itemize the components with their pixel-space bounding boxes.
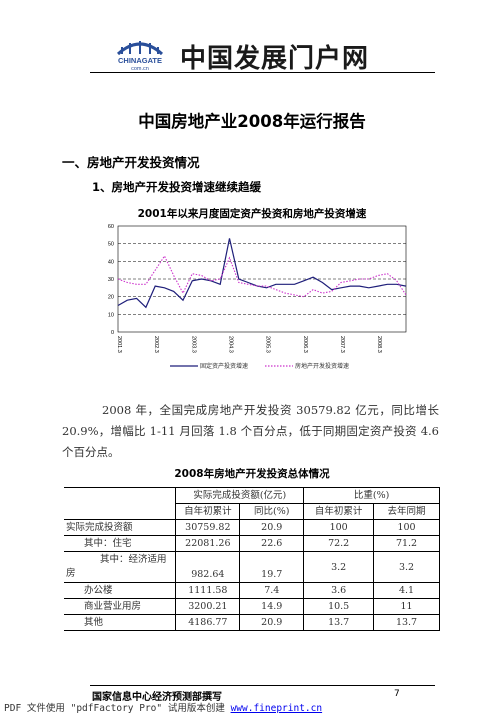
table-sub-header: 同比(%)	[239, 503, 305, 520]
table-cell: 1111.58	[175, 582, 241, 599]
table-row: 其中：经济适用 房 982.64 19.7 3.2 3.2	[64, 551, 440, 583]
section-heading: 一、房地产开发投资情况	[62, 155, 200, 170]
document-title: 中国房地产业2008年运行报告	[138, 112, 366, 131]
table-cell: 3.6	[303, 582, 375, 599]
series-line	[117, 238, 407, 309]
header-rule	[90, 72, 435, 73]
table-cell: 13.7	[303, 614, 375, 631]
y-tick-label: 60	[108, 224, 114, 230]
table-cell: 100	[303, 519, 375, 536]
watermark-link[interactable]: www.fineprint.cn	[230, 703, 323, 714]
logo-sub: com.cn	[131, 66, 149, 72]
table-cell: 20.9	[239, 519, 305, 536]
page-number: 7	[394, 689, 400, 699]
investment-table: 实际完成投资额(亿元) 比重(%) 自年初累计 同比(%) 自年初累计 去年同期…	[64, 487, 440, 631]
y-tick-label: 20	[108, 295, 114, 301]
table-group-header: 比重(%)	[303, 487, 440, 504]
x-tick-label: 2008.3	[376, 336, 382, 353]
y-tick-label: 50	[108, 242, 114, 248]
table-row: 其中：住宅 22081.26 22.6 72.2 71.2	[64, 535, 440, 552]
row-label: 商业营业用房	[64, 598, 177, 615]
body-paragraph: 2008 年，全国完成房地产开发投资 30579.82 亿元，同比增长 20.9…	[62, 400, 439, 463]
watermark-text: PDF 文件使用 "pdfFactory Pro" 试用版本创建	[4, 703, 225, 714]
table-cell: 13.7	[373, 614, 440, 631]
row-label: 其中：经济适用 房	[64, 551, 177, 583]
table-cell: 100	[373, 519, 440, 536]
row-label-line: 房	[66, 568, 76, 579]
y-tick-label: 0	[111, 330, 114, 336]
table-cell: 10.5	[303, 598, 375, 615]
footer-source: 国家信息中心经济预测部撰写	[92, 692, 222, 703]
row-label: 其中：住宅	[64, 535, 177, 552]
table-row: 其他 4186.77 20.9 13.7 13.7	[64, 614, 440, 631]
table-cell: 4186.77	[175, 614, 241, 631]
table-row: 商业营业用房 3200.21 14.9 10.5 11	[64, 598, 440, 615]
x-tick-label: 2001.3	[116, 336, 122, 353]
table-row: 办公楼 1111.58 7.4 3.6 4.1	[64, 582, 440, 599]
section-subheading: 1、房地产开发投资增速继续趋缓	[92, 180, 261, 194]
table-sub-header: 去年同期	[373, 503, 440, 520]
table-cell: 22.6	[239, 535, 305, 552]
table-sub-header: 自年初累计	[175, 503, 241, 520]
footer-rule	[90, 685, 435, 686]
table-group-header: 实际完成投资额(亿元)	[175, 487, 305, 504]
table-cell: 982.64	[175, 551, 241, 583]
table-cell: 30759.82	[175, 519, 241, 536]
row-label: 实际完成投资额	[64, 519, 177, 536]
x-tick-label: 2004.3	[227, 336, 233, 353]
pdf-watermark: PDF 文件使用 "pdfFactory Pro" 试用版本创建 www.fin…	[4, 700, 322, 714]
y-tick-label: 40	[108, 259, 114, 265]
x-tick-label: 2003.3	[190, 336, 196, 353]
row-label: 办公楼	[64, 582, 177, 599]
x-tick-label: 2005.3	[265, 336, 271, 353]
paragraph-text: 2008 年，全国完成房地产开发投资 30579.82 亿元，同比增长 20.9…	[62, 403, 439, 459]
y-tick-label: 30	[108, 277, 114, 283]
table-row: 实际完成投资额 30759.82 20.9 100 100	[64, 519, 440, 536]
plot-area	[117, 225, 407, 333]
table-cell: 7.4	[239, 582, 305, 599]
chinagate-logo: CHINAGATE com.cn	[112, 38, 168, 72]
table-cell: 72.2	[303, 535, 375, 552]
site-name: 中国发展门户网	[180, 44, 370, 74]
table-cell: 3.2	[303, 551, 375, 583]
line-chart: 0 10 20 30 40 50 60 2001.3 2002.3 2003.3 2004.3 200…	[108, 224, 407, 370]
table-cell: 14.9	[239, 598, 305, 615]
table-cell: 20.9	[239, 614, 305, 631]
table-cell: 71.2	[373, 535, 440, 552]
table-cell: 3200.21	[175, 598, 241, 615]
table-header-row: 实际完成投资额(亿元) 比重(%)	[64, 487, 440, 520]
legend-label: 房地产开发投资增速	[295, 362, 349, 370]
legend-label: 固定资产投资增速	[200, 362, 248, 370]
y-tick-label: 10	[108, 312, 114, 318]
table-cell: 4.1	[373, 582, 440, 599]
row-label: 其他	[64, 614, 177, 631]
table-corner-cell	[64, 487, 177, 520]
table-cell: 19.7	[239, 551, 305, 583]
row-label-line: 其中：经济适用	[100, 554, 167, 565]
series-line	[117, 254, 407, 298]
table-cell: 11	[373, 598, 440, 615]
x-tick-label: 2006.3	[302, 336, 308, 353]
x-tick-label: 2007.3	[339, 336, 345, 353]
x-tick-label: 2002.3	[153, 336, 159, 353]
chart-title: 2001年以来月度固定资产投资和房地产投资增速	[137, 208, 367, 220]
table-cell: 3.2	[373, 551, 440, 583]
table-sub-header: 自年初累计	[303, 503, 375, 520]
table-title: 2008年房地产开发投资总体情况	[174, 468, 330, 480]
table-cell: 22081.26	[175, 535, 241, 552]
logo-caption: CHINAGATE	[118, 56, 162, 65]
